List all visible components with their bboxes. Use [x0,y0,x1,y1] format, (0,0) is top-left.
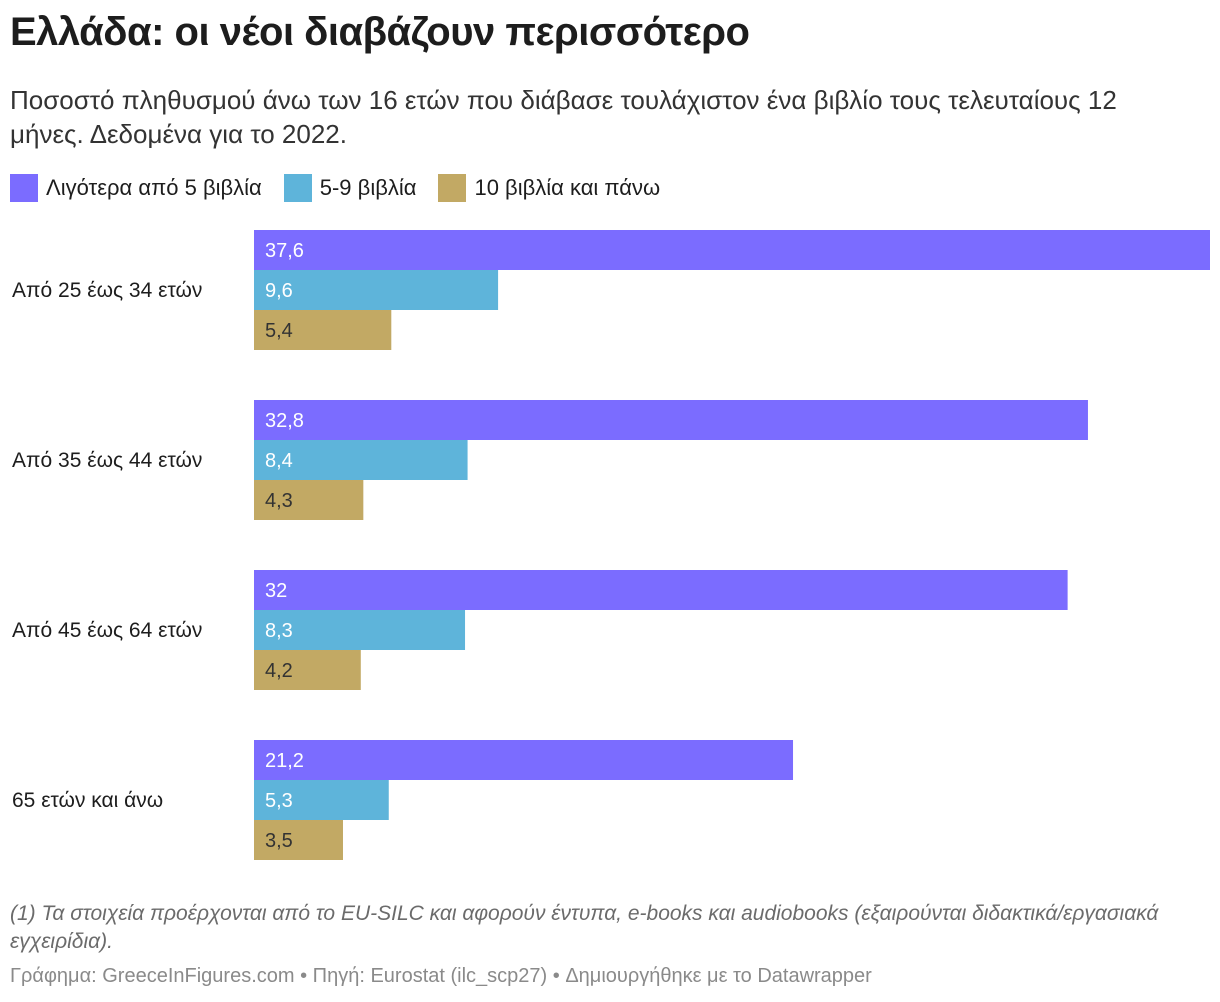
legend-swatch [283,174,312,202]
bar-value-label: 4,3 [265,490,293,512]
bar-value-label: 8,3 [265,620,293,642]
bar [254,440,468,480]
legend-label: 5-9 βιβλία [319,175,417,200]
bar [254,820,343,860]
bar-value-label: 21,2 [265,750,304,772]
legend-swatch [438,174,467,202]
bar-value-label: 9,6 [265,280,293,302]
bar-value-label: 3,5 [265,830,293,852]
bar-value-label: 32 [265,580,287,602]
legend-item-5-9: 5-9 βιβλία [283,174,417,202]
bar [254,740,794,780]
legend: Λιγότερα από 5 βιβλία 5-9 βιβλία 10 βιβλ… [10,172,660,204]
legend-item-less-than-5: Λιγότερα από 5 βιβλία [10,174,262,202]
category-label: 65 ετών και άνω [12,789,163,812]
legend-label: Λιγότερα από 5 βιβλία [46,175,262,200]
chart-subtitle: Ποσοστό πληθυσμού άνω των 16 ετών που δι… [10,85,1117,149]
bar [254,780,389,820]
bar [254,310,392,350]
legend-label: 10 βιβλία και πάνω [474,175,661,200]
bar-chart: Από 25 έως 34 ετών 37,6 9,6 5,4 Από 35 έως 4… [12,230,1210,860]
bar [254,650,361,690]
category-label: Από 25 έως 34 ετών [12,279,202,302]
source-credit: Γράφημα: GreeceInFigures.com • Πηγή: Eur… [10,965,872,987]
chart-title: Ελλάδα: οι νέοι διαβάζουν περισσότερο [10,10,750,54]
bar-value-label: 4,2 [265,660,293,682]
footnote: (1) Τα στοιχεία προέρχονται από το EU-SI… [10,902,1159,953]
bar-value-label: 8,4 [265,450,293,472]
bar [254,570,1068,610]
bar-value-label: 5,4 [265,320,293,342]
bar-value-label: 37,6 [265,240,304,262]
bar [254,270,499,310]
bar [254,400,1088,440]
bar [254,480,364,520]
bar [254,230,1210,270]
bar-value-label: 5,3 [265,790,293,812]
legend-swatch [10,174,38,202]
bar-value-label: 32,8 [265,410,304,432]
legend-item-10-plus: 10 βιβλία και πάνω [438,174,660,202]
bar [254,610,466,650]
category-label: Από 45 έως 64 ετών [12,619,202,642]
category-label: Από 35 έως 44 ετών [12,449,202,472]
